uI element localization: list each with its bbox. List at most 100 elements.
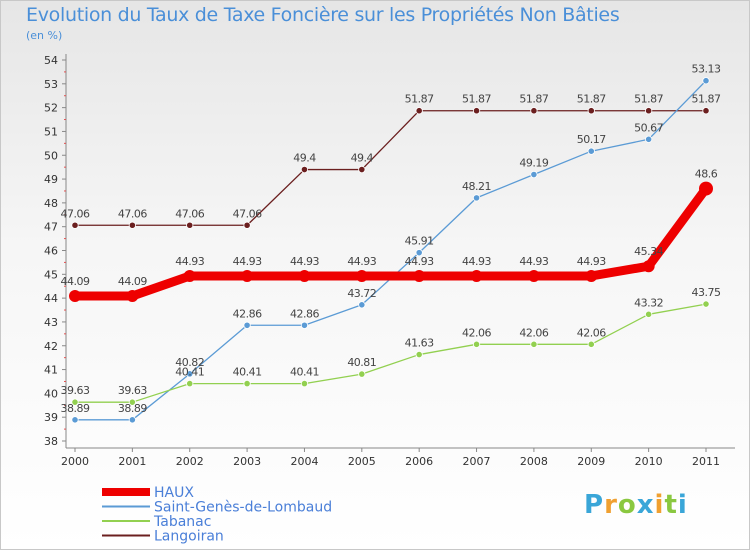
- data-point: [699, 181, 713, 196]
- data-point: [527, 269, 540, 282]
- data-point: [702, 107, 710, 115]
- y-tick-label: 52: [44, 102, 58, 115]
- data-label: 51.87: [577, 93, 606, 106]
- data-label: 44.93: [405, 255, 434, 268]
- data-label: 42.06: [577, 326, 606, 339]
- proxiti-logo: Proxiti: [584, 490, 688, 520]
- data-point: [71, 221, 79, 229]
- data-point: [415, 107, 423, 115]
- data-label: 40.41: [290, 366, 319, 379]
- data-label: 44.93: [519, 255, 548, 268]
- data-label: 50.67: [634, 121, 663, 134]
- data-point: [243, 221, 251, 229]
- data-label: 42.06: [519, 326, 548, 339]
- y-tick-label: 42: [44, 340, 58, 353]
- y-tick-label: 50: [44, 149, 58, 162]
- data-label: 47.06: [61, 207, 90, 220]
- series-line: [74, 110, 707, 226]
- data-label: 38.89: [118, 402, 147, 415]
- data-point: [300, 380, 309, 388]
- data-label: 40.81: [347, 356, 376, 369]
- y-tick-label: 44: [44, 292, 58, 305]
- legend-label: Langoiran: [154, 529, 224, 545]
- data-point: [642, 260, 655, 273]
- data-label: 51.87: [462, 93, 491, 106]
- x-tick-label: 2009: [577, 455, 605, 468]
- series-line: [74, 303, 707, 403]
- data-label: 39.63: [61, 384, 90, 397]
- data-point: [355, 269, 368, 282]
- data-label: 48.6: [695, 168, 718, 181]
- data-point: [298, 269, 311, 282]
- data-point: [186, 380, 194, 388]
- series-line: [74, 80, 707, 421]
- data-point: [358, 370, 366, 378]
- data-label: 44.93: [347, 255, 376, 268]
- data-point: [186, 221, 194, 229]
- data-point: [69, 289, 81, 302]
- data-point: [587, 107, 595, 115]
- data-label: 40.41: [233, 366, 262, 379]
- data-label: 43.75: [692, 286, 721, 299]
- data-point: [358, 165, 366, 174]
- data-label: 53.13: [692, 63, 721, 76]
- data-point: [300, 321, 309, 329]
- data-point: [530, 170, 538, 179]
- data-point: [128, 398, 136, 406]
- y-tick-label: 53: [44, 78, 58, 91]
- x-tick-label: 2007: [463, 455, 491, 468]
- data-label: 44.93: [290, 255, 319, 268]
- data-point: [413, 269, 426, 282]
- x-tick-label: 2006: [405, 455, 433, 468]
- data-point: [585, 269, 598, 282]
- data-label: 42.86: [290, 307, 319, 320]
- series-line: [70, 184, 711, 301]
- data-label: 45.91: [405, 235, 434, 248]
- data-label: 49.4: [351, 152, 374, 165]
- data-label: 44.09: [61, 275, 90, 288]
- data-label: 49.4: [293, 152, 316, 165]
- y-tick-label: 54: [44, 54, 58, 67]
- data-label: 44.93: [462, 255, 491, 268]
- data-label: 43.72: [347, 287, 376, 300]
- x-tick-label: 2010: [635, 455, 663, 468]
- data-point: [128, 416, 136, 424]
- data-label: 44.93: [233, 255, 262, 268]
- data-label: 51.87: [405, 93, 434, 106]
- data-point: [243, 380, 251, 388]
- data-point: [358, 301, 366, 309]
- data-label: 44.93: [175, 255, 204, 268]
- data-point: [300, 165, 309, 174]
- unit-label: (en %): [26, 29, 63, 42]
- data-label: 51.87: [692, 93, 721, 106]
- data-label: 49.19: [519, 157, 548, 170]
- chart-title: Evolution du Taux de Taxe Foncière sur l…: [26, 4, 620, 26]
- y-tick-label: 49: [44, 173, 58, 186]
- data-label: 47.06: [118, 207, 147, 220]
- x-tick-label: 2008: [520, 455, 548, 468]
- data-point: [470, 269, 483, 282]
- data-point: [645, 107, 653, 115]
- data-label: 42.86: [233, 307, 262, 320]
- data-label: 44.09: [118, 275, 147, 288]
- data-label: 47.06: [233, 207, 262, 220]
- data-point: [241, 269, 254, 282]
- data-label: 38.89: [61, 402, 90, 415]
- y-tick-label: 45: [44, 268, 58, 281]
- data-label: 47.06: [175, 207, 204, 220]
- x-tick-label: 2000: [61, 455, 89, 468]
- data-point: [702, 300, 710, 308]
- data-point: [587, 340, 595, 348]
- data-point: [71, 416, 79, 424]
- y-tick-label: 47: [44, 221, 58, 234]
- x-tick-label: 2001: [118, 455, 146, 468]
- data-point: [472, 340, 481, 348]
- data-point: [530, 107, 538, 115]
- y-tick-label: 41: [44, 364, 58, 377]
- data-point: [702, 77, 710, 85]
- x-tick-label: 2004: [290, 455, 318, 468]
- data-point: [186, 370, 194, 378]
- data-point: [71, 398, 79, 406]
- data-point: [415, 350, 423, 359]
